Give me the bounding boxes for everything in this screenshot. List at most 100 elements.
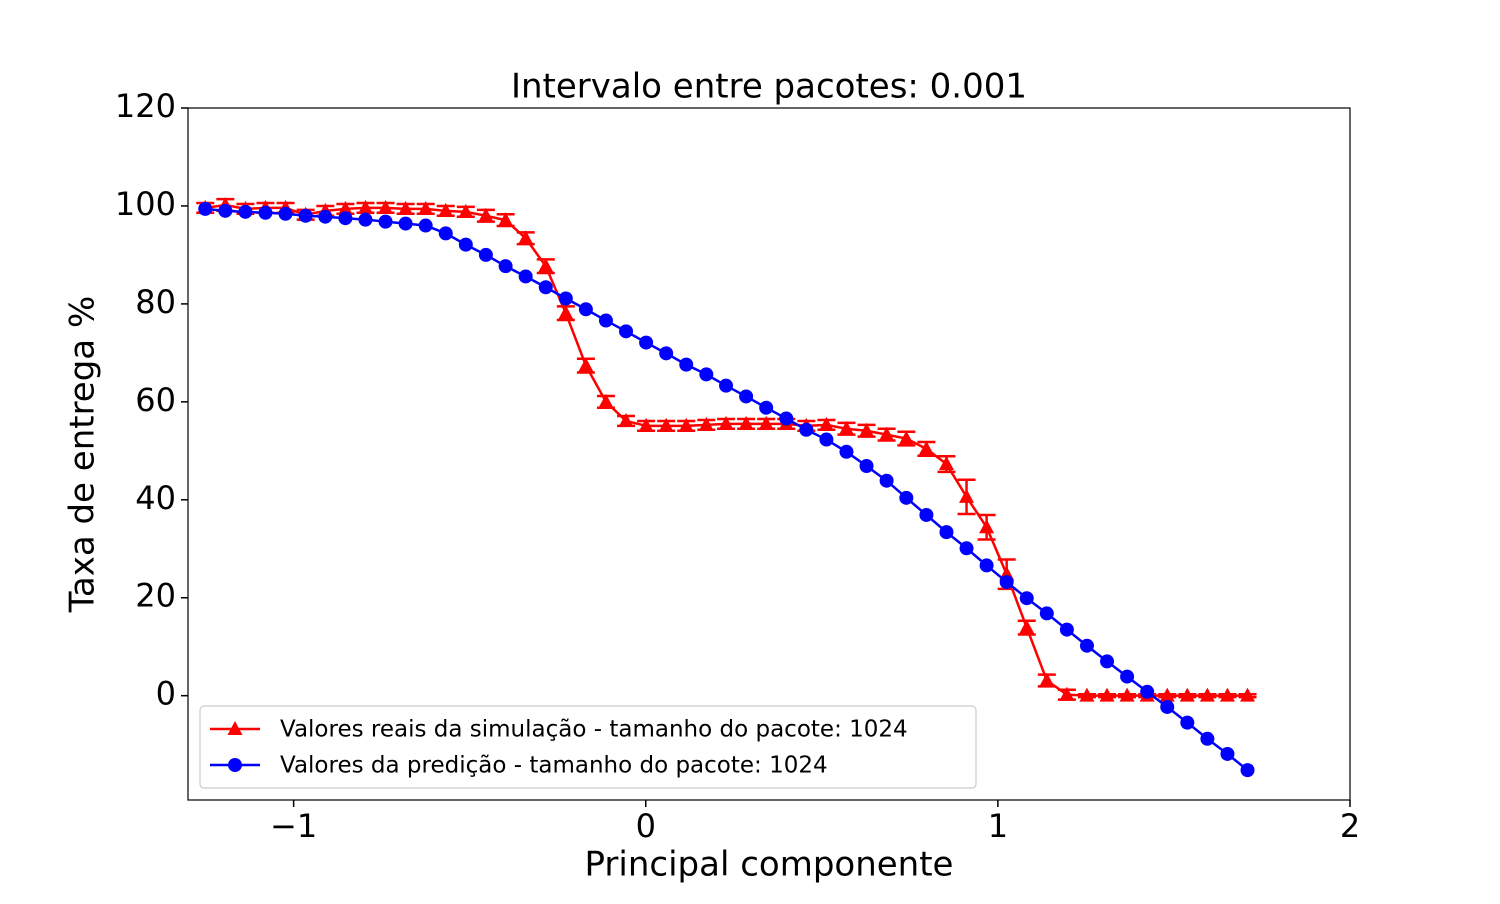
triangle-marker — [1159, 687, 1175, 702]
triangle-marker — [979, 519, 995, 534]
circle-marker — [819, 432, 834, 447]
y-tick-label: 60 — [135, 381, 176, 419]
circle-marker — [1240, 763, 1255, 778]
circle-marker — [939, 525, 954, 540]
circle-marker — [719, 378, 734, 393]
y-tick-label: 40 — [135, 479, 176, 517]
circle-marker — [598, 313, 613, 328]
circle-marker — [919, 507, 934, 522]
triangle-marker — [618, 412, 634, 427]
y-axis-label: Taxa de entrega % — [63, 296, 103, 614]
circle-marker — [478, 247, 493, 262]
triangle-marker — [498, 212, 514, 227]
circle-marker — [1100, 654, 1115, 669]
triangle-marker — [918, 440, 934, 455]
circle-marker — [358, 212, 373, 227]
triangle-marker — [938, 456, 954, 471]
triangle-marker — [418, 200, 434, 215]
triangle-marker — [898, 430, 914, 445]
triangle-marker — [1019, 619, 1035, 634]
triangle-marker — [879, 426, 895, 441]
x-tick-label: −1 — [270, 807, 317, 845]
legend-box — [199, 705, 977, 789]
circle-marker — [1160, 699, 1175, 714]
circle-marker — [398, 216, 413, 231]
circle-marker — [378, 214, 393, 229]
triangle-marker — [638, 417, 654, 432]
triangle-marker — [337, 200, 353, 215]
circle-marker — [418, 218, 433, 233]
circle-marker — [999, 575, 1014, 590]
x-tick-label: 1 — [988, 807, 1008, 845]
x-tick-label: 0 — [636, 807, 656, 845]
circle-marker — [1220, 746, 1235, 761]
triangle-marker — [758, 415, 774, 430]
circle-marker — [779, 411, 794, 426]
y-tick-label: 0 — [156, 675, 176, 713]
circle-marker — [839, 444, 854, 459]
circle-marker — [759, 400, 774, 415]
triangle-marker — [818, 416, 834, 431]
triangle-marker — [578, 357, 594, 372]
legend-marker — [227, 721, 243, 735]
circle-marker — [1180, 715, 1195, 730]
chart-title: Intervalo entre pacotes: 0.001 — [511, 67, 1027, 107]
triangle-marker — [698, 416, 714, 431]
circle-marker — [1079, 638, 1094, 653]
circle-marker — [679, 357, 694, 372]
x-axis-label: Principal componente — [585, 845, 954, 885]
circle-marker — [959, 541, 974, 556]
circle-marker — [438, 226, 453, 241]
circle-marker — [458, 237, 473, 252]
circle-marker — [578, 302, 593, 317]
triangle-marker — [378, 199, 394, 214]
triangle-marker — [398, 200, 414, 215]
circle-marker — [238, 204, 253, 219]
circle-marker — [218, 203, 233, 218]
triangle-marker — [1219, 687, 1235, 702]
circle-marker — [538, 280, 553, 295]
y-tick-label: 120 — [115, 87, 176, 125]
y-tick-label: 100 — [115, 185, 176, 223]
triangle-marker — [1119, 687, 1135, 702]
triangle-marker — [518, 230, 534, 245]
triangle-marker — [598, 393, 614, 408]
triangle-marker — [959, 488, 975, 503]
circle-marker — [859, 458, 874, 473]
circle-marker — [639, 335, 654, 350]
circle-marker — [1200, 731, 1215, 746]
circle-marker — [338, 211, 353, 226]
circle-marker — [799, 422, 814, 437]
triangle-marker — [1039, 672, 1055, 687]
circle-marker — [258, 205, 273, 220]
triangle-marker — [678, 417, 694, 432]
triangle-marker — [558, 305, 574, 320]
circle-marker — [198, 201, 213, 216]
triangle-marker — [1059, 686, 1075, 701]
triangle-marker — [859, 422, 875, 437]
circle-marker — [518, 269, 533, 284]
circle-marker — [619, 324, 634, 339]
triangle-marker — [438, 202, 454, 217]
triangle-marker — [1240, 687, 1256, 702]
triangle-marker — [478, 207, 494, 222]
triangle-marker — [738, 415, 754, 430]
circle-marker — [979, 558, 994, 573]
y-tick-label: 80 — [135, 283, 176, 321]
plot-area — [187, 107, 1351, 801]
circle-marker — [1059, 622, 1074, 637]
triangle-marker — [838, 420, 854, 435]
circle-marker — [318, 209, 333, 224]
circle-marker — [1120, 669, 1135, 684]
x-tick-label: 2 — [1340, 807, 1360, 845]
circle-marker — [899, 490, 914, 505]
y-tick-label: 20 — [135, 577, 176, 615]
triangle-marker — [1099, 687, 1115, 702]
circle-marker — [558, 291, 573, 306]
circle-marker — [1039, 606, 1054, 621]
circle-marker — [659, 346, 674, 361]
circle-marker — [739, 389, 754, 404]
circle-marker — [1019, 591, 1034, 606]
circle-marker — [879, 473, 894, 488]
